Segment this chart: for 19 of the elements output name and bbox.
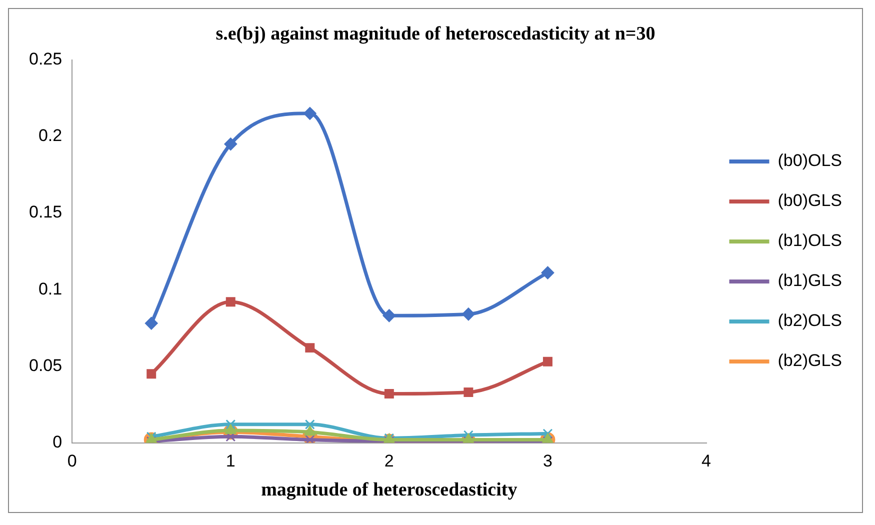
y-tick-label: 0.25 (28, 49, 62, 68)
y-tick-label: 0 (52, 432, 62, 452)
x-tick-label: 0 (67, 452, 77, 471)
legend-label: (b2)GLS (778, 351, 842, 370)
x-tick-label: 2 (384, 452, 394, 471)
y-tick-label: 0.2 (38, 126, 62, 146)
y-tick-label: 0.1 (38, 279, 62, 298)
x-tick-label: 3 (542, 452, 552, 471)
legend-label: (b1)OLS (778, 231, 842, 250)
x-tick-label: 4 (702, 452, 711, 471)
y-tick-label: 0.15 (28, 202, 62, 222)
x-tick-label: 1 (226, 452, 236, 471)
legend-label: (b0)GLS (778, 191, 842, 210)
legend-label: (b0)OLS (778, 151, 842, 170)
y-tick-label: 0.05 (28, 356, 62, 375)
chart-title: s.e(bj) against magnitude of heteroscedasticity at n=30 (216, 23, 656, 44)
legend-label: (b1)GLS (778, 271, 842, 290)
legend-label: (b2)OLS (778, 311, 842, 330)
x-axis-title: magnitude of heteroscedasticity (261, 480, 518, 501)
